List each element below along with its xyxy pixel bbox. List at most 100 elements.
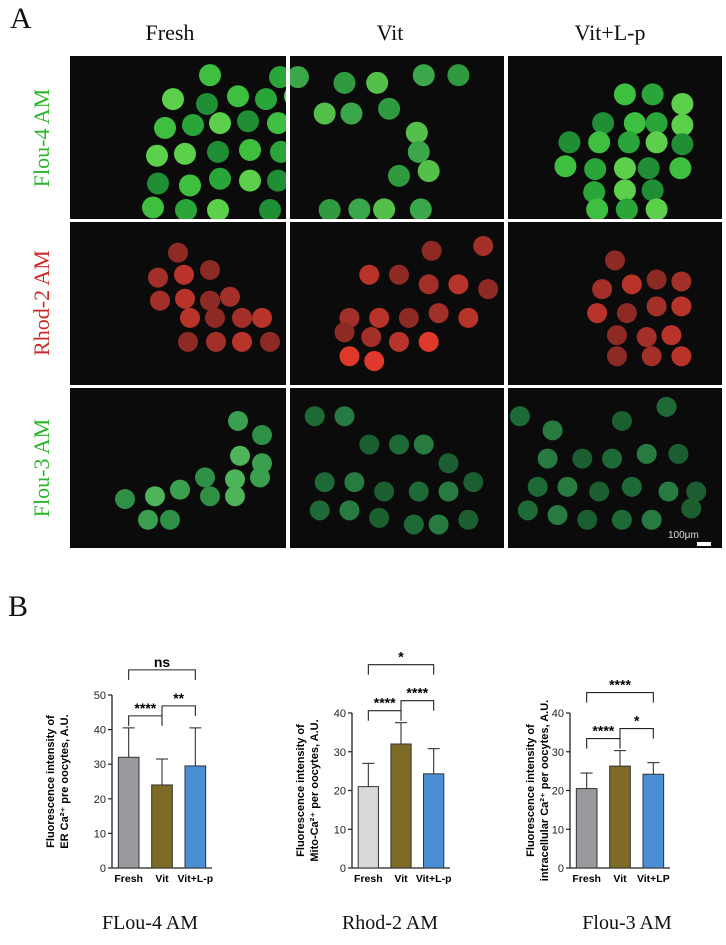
y-tick-label: 30	[334, 747, 346, 759]
oocyte	[637, 157, 660, 180]
y-tick-label: 10	[94, 828, 106, 840]
oocyte	[421, 240, 442, 261]
oocyte	[267, 169, 286, 192]
oocyte	[587, 303, 608, 324]
oocyte	[407, 140, 430, 163]
micrograph-r3-c1	[70, 388, 286, 548]
oocyte	[646, 296, 667, 317]
oocyte	[438, 453, 459, 474]
oocyte	[348, 198, 371, 219]
oocyte	[592, 112, 615, 135]
y-tick-label: 0	[100, 863, 106, 875]
scale-bar-label: 100μm	[668, 530, 699, 541]
oocyte	[428, 514, 449, 535]
bar-chart-svg: Fluorescence intensity of intracellular C…	[525, 677, 670, 885]
oocyte	[207, 140, 229, 163]
micrograph-r3-c2	[290, 388, 504, 548]
x-tick-label: Vit+L-p	[416, 873, 452, 885]
oocyte	[671, 114, 694, 137]
oocyte	[686, 481, 707, 502]
significance-bracket	[367, 710, 402, 721]
oocyte	[616, 303, 637, 324]
oocyte	[438, 481, 459, 502]
panel-a-letter: A	[10, 2, 32, 35]
oocyte	[611, 509, 632, 530]
chart-flou4: Fluorescence intensity of ER Ca²⁺ pre ooc…	[40, 600, 255, 890]
oocyte	[200, 259, 220, 280]
bar-fresh	[575, 788, 598, 869]
oocyte	[641, 83, 664, 106]
oocyte	[138, 509, 158, 530]
oocyte	[669, 157, 692, 180]
column-header-vit-lp: Vit+L-p	[574, 20, 646, 45]
oocyte	[369, 507, 390, 528]
oocyte	[270, 140, 286, 163]
y-tick-label: 40	[334, 708, 346, 720]
oocyte	[318, 199, 341, 219]
oocyte	[239, 138, 261, 161]
y-tick-label: 30	[552, 747, 564, 759]
oocyte	[160, 509, 180, 530]
oocyte	[255, 88, 277, 111]
oocyte	[671, 92, 694, 115]
caption-flou3: Flou-3 AM	[582, 912, 672, 934]
micrograph-r2-c2	[290, 222, 504, 385]
oocyte	[150, 290, 170, 311]
oocyte	[209, 167, 231, 190]
oocyte	[611, 410, 632, 431]
oocyte	[206, 331, 226, 352]
oocyte	[428, 303, 449, 324]
scale-bar	[697, 542, 711, 546]
oocyte	[174, 142, 196, 165]
x-tick-label: Vit	[155, 873, 169, 885]
oocyte	[225, 486, 245, 507]
x-tick-label: Vit+L-p	[177, 873, 213, 885]
oocyte	[458, 307, 479, 328]
oocyte	[602, 448, 623, 469]
bar-vit	[609, 765, 631, 869]
oocyte	[200, 290, 220, 311]
oocyte	[418, 331, 439, 352]
oocyte	[478, 279, 499, 300]
oocyte	[557, 476, 578, 497]
significance-bracket	[128, 669, 196, 680]
oocyte	[412, 64, 435, 87]
oocyte	[178, 331, 198, 352]
caption-rhod2: Rhod-2 AM	[341, 912, 439, 934]
significance-label: *	[634, 713, 640, 729]
oocyte	[509, 406, 530, 427]
micrograph-r2-c1	[70, 222, 286, 385]
oocyte	[388, 434, 409, 455]
x-tick-label: Vit	[613, 873, 627, 885]
oocyte	[617, 131, 640, 154]
oocyte	[284, 89, 286, 103]
oocyte	[537, 448, 558, 469]
oocyte	[463, 472, 484, 493]
oocyte	[205, 307, 225, 328]
oocyte	[658, 481, 679, 502]
significance-label: *	[398, 649, 404, 665]
oocyte	[378, 97, 401, 120]
oocyte	[145, 486, 165, 507]
oocyte	[586, 198, 609, 219]
oocyte	[314, 472, 335, 493]
oocyte	[671, 346, 692, 367]
oocyte	[182, 114, 204, 137]
oocyte	[615, 198, 638, 219]
oocyte	[542, 420, 563, 441]
oocyte	[645, 112, 668, 135]
oocyte	[592, 279, 613, 300]
oocyte	[252, 425, 272, 446]
oocyte	[180, 307, 200, 328]
oocyte	[269, 66, 286, 89]
oocyte	[621, 476, 642, 497]
oocyte	[646, 269, 667, 290]
oocyte	[671, 296, 692, 317]
y-axis-label: Fluorescence intensity of	[295, 724, 307, 857]
significance-label: ****	[134, 700, 156, 716]
x-tick-label: Vit+LP	[637, 873, 670, 885]
significance-label: **	[173, 690, 184, 706]
oocyte	[589, 481, 610, 502]
panel-b-letter: B	[8, 590, 29, 623]
oocyte	[252, 307, 272, 328]
